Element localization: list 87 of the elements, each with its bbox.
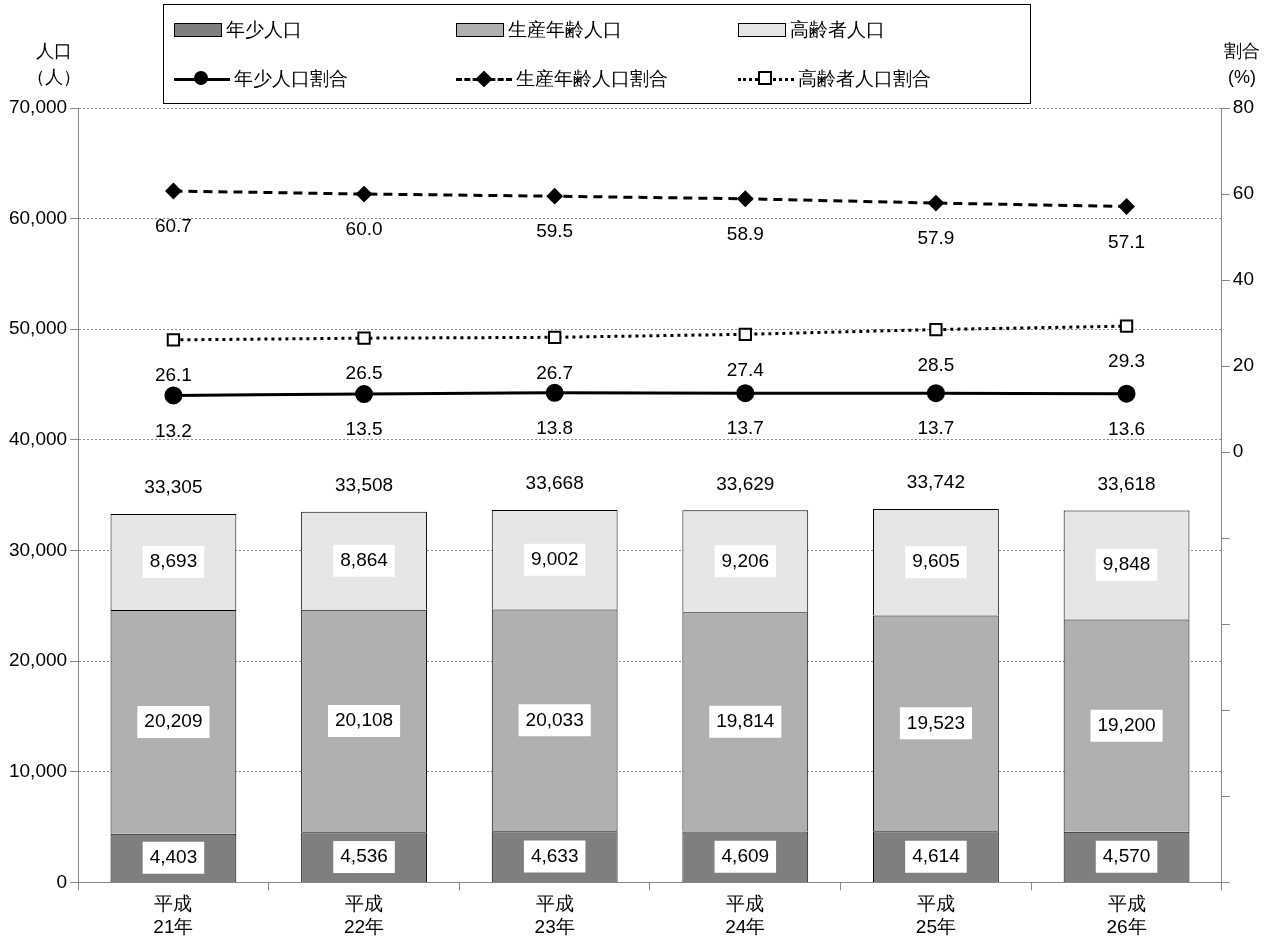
legend-label: 生産年齢人口割合: [516, 66, 668, 91]
point: [548, 330, 562, 344]
data-label: 19,200: [1097, 713, 1156, 735]
data-label: 19,523: [906, 711, 965, 733]
data-label: 19,814: [716, 710, 775, 732]
data-label: 4,609: [721, 844, 770, 866]
data-label: 58.9: [726, 223, 764, 245]
data-label: 4,536: [340, 845, 388, 867]
y2-tick-label: 60: [1232, 182, 1255, 204]
data-label: 9,848: [1102, 553, 1151, 575]
data-label: 8,693: [149, 550, 198, 572]
data-label: 60.7: [154, 215, 192, 237]
y-tick-label: 40,000: [8, 428, 68, 450]
x-tick-label: 平成 21年: [153, 893, 194, 937]
data-label: 28.5: [917, 353, 955, 375]
point: [166, 333, 181, 347]
legend-label: 年少人口割合: [234, 66, 348, 91]
legend-label: 高齢者人口割合: [798, 66, 931, 91]
data-label: 27.4: [726, 358, 765, 380]
data-label: 13.2: [154, 419, 192, 441]
data-label: 57.1: [1108, 230, 1146, 252]
point: [929, 322, 943, 337]
x-tick-label: 平成 25年: [915, 893, 956, 937]
data-label: 13.7: [917, 417, 955, 439]
data-label: 59.5: [536, 220, 574, 242]
y2-tick-label: 80: [1232, 96, 1255, 118]
legend-label: 生産年齢人口: [508, 17, 622, 42]
data-label: 60.0: [345, 218, 383, 240]
total-label: 33,618: [1097, 472, 1156, 494]
point: [545, 383, 564, 402]
point: [927, 195, 944, 212]
data-label: 20,209: [144, 710, 203, 732]
data-label: 9,002: [530, 547, 579, 569]
point: [926, 384, 945, 403]
y2-tick-label: 0: [1232, 440, 1244, 462]
point: [165, 183, 182, 200]
data-label: 13.8: [536, 417, 574, 439]
data-label: 4,614: [912, 844, 961, 866]
y-tick-label: 60,000: [8, 206, 68, 228]
data-label: 26.1: [154, 364, 192, 386]
y-tick-label: 70,000: [8, 96, 68, 118]
point: [737, 190, 754, 207]
y-tick-label: 50,000: [8, 317, 68, 339]
y-tick-label: 0: [56, 870, 68, 892]
point: [164, 386, 183, 405]
y-axis-title: 人口（人）: [26, 40, 82, 89]
total-label: 33,508: [334, 473, 394, 495]
y-tick-label: 10,000: [8, 760, 68, 782]
data-label: 9,605: [912, 550, 960, 572]
total-label: 33,305: [144, 476, 203, 498]
data-label: 57.9: [917, 227, 955, 249]
data-label: 13.5: [345, 418, 383, 440]
total-label: 33,668: [525, 472, 584, 494]
y2-tick-label: 20: [1232, 354, 1255, 376]
data-label: 26.5: [345, 362, 383, 384]
legend-label: 高齢者人口: [790, 17, 885, 42]
legend-label: 年少人口: [226, 17, 302, 42]
data-label: 9,206: [721, 549, 770, 571]
data-label: 4,570: [1102, 845, 1151, 867]
y-tick-label: 30,000: [8, 538, 68, 560]
x-tick-label: 平成 22年: [343, 893, 385, 937]
point: [1117, 384, 1136, 403]
data-label: 13.7: [726, 417, 764, 439]
point: [355, 385, 374, 404]
data-label: 20,033: [525, 708, 584, 730]
point: [546, 188, 563, 205]
x-tick-label: 平成 23年: [534, 893, 575, 937]
point: [1118, 198, 1135, 215]
x-tick-label: 平成 24年: [725, 893, 766, 937]
data-label: 13.6: [1108, 417, 1146, 439]
total-label: 33,629: [716, 472, 775, 494]
data-label: 4,403: [149, 846, 198, 868]
data-label: 4,633: [530, 844, 579, 866]
point: [356, 186, 373, 203]
point: [736, 384, 755, 403]
x-tick-label: 平成 26年: [1106, 893, 1147, 937]
point: [357, 331, 371, 345]
y2-axis-title: 割合(%): [1223, 40, 1261, 89]
y-tick-label: 20,000: [8, 649, 68, 671]
data-label: 29.3: [1108, 350, 1146, 372]
data-label: 8,864: [340, 548, 389, 570]
point: [738, 327, 752, 341]
data-label: 26.7: [536, 361, 574, 383]
y2-tick-label: 40: [1232, 268, 1255, 290]
total-label: 33,742: [906, 471, 965, 493]
point: [1119, 319, 1134, 333]
data-label: 20,108: [334, 709, 394, 731]
